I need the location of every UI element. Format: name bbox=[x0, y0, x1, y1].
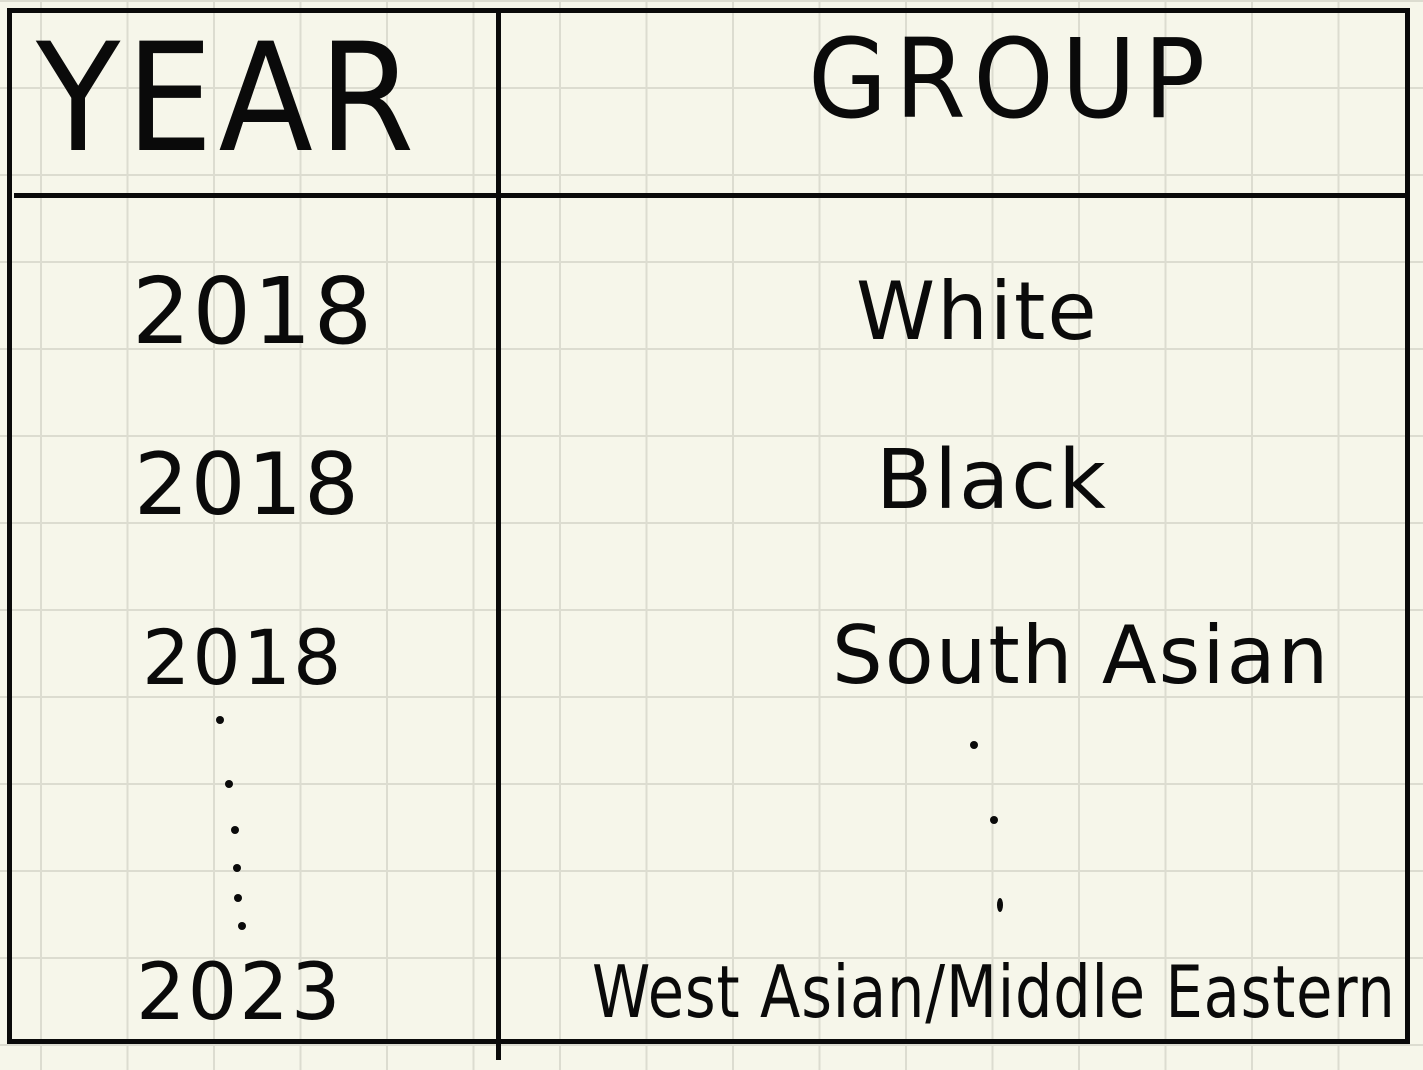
ellipsis-dot bbox=[990, 816, 998, 824]
ellipsis-dot bbox=[216, 716, 224, 724]
table-border bbox=[7, 8, 1410, 1044]
ellipsis-dot bbox=[225, 780, 233, 788]
column-divider bbox=[496, 8, 501, 1060]
ellipsis-dot bbox=[233, 864, 241, 872]
year-cell: 2018 bbox=[132, 258, 375, 365]
group-cell: White bbox=[856, 265, 1099, 358]
group-cell: Black bbox=[876, 433, 1108, 528]
group-cell: South Asian bbox=[832, 609, 1331, 702]
year-column-header: YEAR bbox=[36, 12, 420, 186]
group-cell: West Asian/Middle Eastern bbox=[592, 950, 1396, 1034]
year-cell: 2023 bbox=[136, 948, 343, 1038]
ellipsis-dot bbox=[234, 894, 242, 902]
year-cell: 2018 bbox=[142, 613, 344, 702]
ellipsis-dot bbox=[997, 898, 1003, 912]
ellipsis-dot bbox=[970, 741, 978, 749]
ellipsis-dot bbox=[238, 922, 246, 930]
ellipsis-dot bbox=[231, 826, 239, 834]
group-column-header: GROUP bbox=[808, 15, 1213, 143]
year-cell: 2018 bbox=[134, 435, 361, 535]
header-divider bbox=[14, 193, 1410, 198]
